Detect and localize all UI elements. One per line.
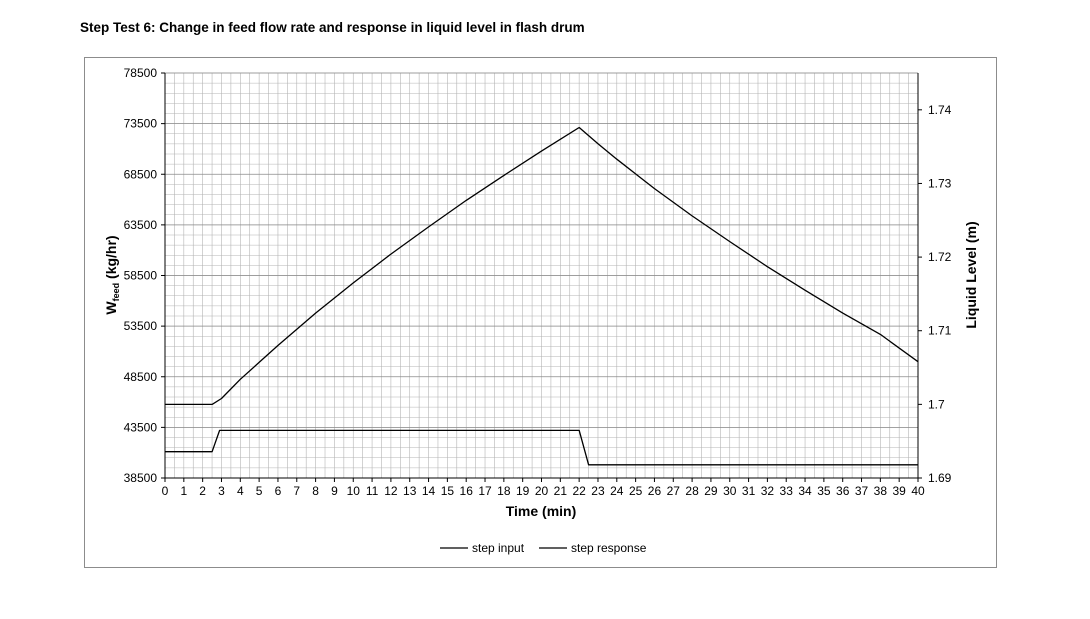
x-tick-label: 8 <box>312 484 319 498</box>
x-tick-label: 2 <box>199 484 206 498</box>
x-tick-label: 19 <box>516 484 530 498</box>
y-right-tick-label: 1.74 <box>928 103 952 117</box>
y-left-tick-label: 53500 <box>124 319 158 333</box>
x-tick-label: 39 <box>892 484 906 498</box>
x-tick-label: 34 <box>798 484 812 498</box>
y-left-tick-label: 48500 <box>124 370 158 384</box>
x-tick-label: 28 <box>685 484 699 498</box>
x-tick-label: 17 <box>478 484 492 498</box>
y-left-tick-label: 63500 <box>124 218 158 232</box>
x-tick-label: 4 <box>237 484 244 498</box>
y-left-tick-label: 78500 <box>124 66 158 80</box>
x-tick-label: 30 <box>723 484 737 498</box>
x-tick-label: 23 <box>591 484 605 498</box>
y-right-tick-label: 1.69 <box>928 471 952 485</box>
x-tick-label: 6 <box>275 484 282 498</box>
x-tick-label: 12 <box>384 484 398 498</box>
x-tick-label: 35 <box>817 484 831 498</box>
x-tick-label: 15 <box>441 484 455 498</box>
y-right-tick-label: 1.73 <box>928 176 952 190</box>
legend: step input step response <box>440 541 647 555</box>
y-left-tick-label: 68500 <box>124 167 158 181</box>
x-tick-label: 14 <box>422 484 436 498</box>
y-axis-left-label-main: W <box>103 301 119 315</box>
y-axis-left-label-rest: (kg/hr) <box>103 235 119 282</box>
x-tick-label: 9 <box>331 484 338 498</box>
x-tick-label: 13 <box>403 484 417 498</box>
x-tick-label: 0 <box>162 484 169 498</box>
x-tick-label: 5 <box>256 484 263 498</box>
x-tick-label: 18 <box>497 484 511 498</box>
x-tick-label: 20 <box>535 484 549 498</box>
x-tick-label: 26 <box>648 484 662 498</box>
x-tick-label: 3 <box>218 484 225 498</box>
page-title: Step Test 6: Change in feed flow rate an… <box>80 20 585 35</box>
x-tick-label: 31 <box>742 484 756 498</box>
x-tick-label: 36 <box>836 484 850 498</box>
x-tick-label: 21 <box>554 484 568 498</box>
legend-label-step-input: step input <box>472 541 525 555</box>
y-axis-left-label-sub: feed <box>111 283 121 302</box>
x-tick-label: 7 <box>293 484 300 498</box>
series-line-step-response <box>165 126 919 406</box>
x-tick-label: 16 <box>460 484 474 498</box>
y-left-tick-label: 43500 <box>124 420 158 434</box>
y-left-tick-label: 38500 <box>124 471 158 485</box>
plot-axes <box>161 72 922 482</box>
y-right-tick-label: 1.7 <box>928 397 945 411</box>
y-right-tick-label: 1.71 <box>928 324 952 338</box>
x-axis-label: Time (min) <box>506 503 577 519</box>
y-right-tick-label: 1.72 <box>928 250 952 264</box>
x-tick-label: 29 <box>704 484 718 498</box>
x-tick-label: 38 <box>874 484 888 498</box>
series-line-step-input <box>165 429 918 466</box>
y-axis-right-label: Liquid Level (m) <box>963 221 979 328</box>
legend-label-step-response: step response <box>571 541 647 555</box>
chart-frame <box>84 57 997 568</box>
x-tick-label: 25 <box>629 484 643 498</box>
x-tick-label: 11 <box>366 484 379 498</box>
x-tick-label: 27 <box>667 484 681 498</box>
x-tick-label: 40 <box>911 484 925 498</box>
y-axis-left-label: Wfeed (kg/hr) <box>103 235 121 314</box>
x-tick-label: 32 <box>761 484 775 498</box>
x-tick-label: 1 <box>180 484 187 498</box>
x-tick-label: 10 <box>347 484 361 498</box>
x-tick-label: 24 <box>610 484 624 498</box>
series-lines <box>165 126 919 466</box>
y-left-tick-label: 73500 <box>124 117 158 131</box>
x-tick-label: 33 <box>780 484 794 498</box>
tick-labels: 0 1 2 3 4 5 6 7 8 9 10 11 12 13 14 15 16 17 18 19 20 21 22 23 24… <box>124 66 952 498</box>
plot-grid <box>164 72 919 479</box>
x-tick-label: 22 <box>572 484 586 498</box>
y-left-tick-label: 58500 <box>124 269 158 283</box>
x-tick-label: 37 <box>855 484 869 498</box>
